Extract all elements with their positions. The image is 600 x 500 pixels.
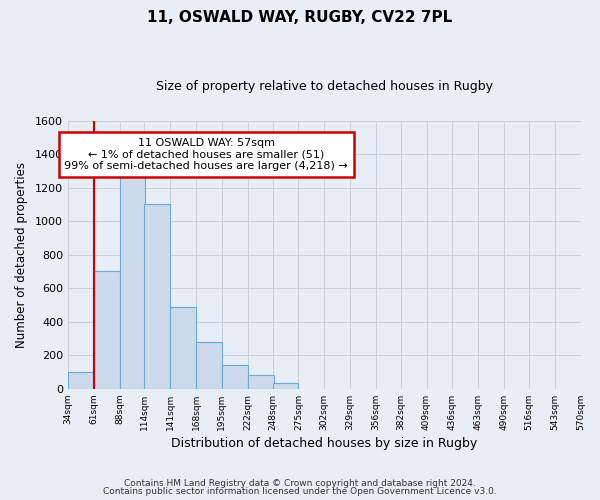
Bar <box>272 383 298 389</box>
Text: Contains public sector information licensed under the Open Government Licence v3: Contains public sector information licen… <box>103 487 497 496</box>
Bar <box>68 372 94 389</box>
X-axis label: Distribution of detached houses by size in Rugby: Distribution of detached houses by size … <box>171 437 478 450</box>
Bar <box>222 366 248 389</box>
Bar <box>145 204 170 389</box>
Bar <box>196 342 222 389</box>
Bar <box>94 272 119 389</box>
Y-axis label: Number of detached properties: Number of detached properties <box>15 162 28 348</box>
Bar <box>248 376 274 389</box>
Bar <box>119 166 145 389</box>
Text: Contains HM Land Registry data © Crown copyright and database right 2024.: Contains HM Land Registry data © Crown c… <box>124 478 476 488</box>
Bar <box>170 306 196 389</box>
Text: 11, OSWALD WAY, RUGBY, CV22 7PL: 11, OSWALD WAY, RUGBY, CV22 7PL <box>148 10 452 25</box>
Text: 11 OSWALD WAY: 57sqm
← 1% of detached houses are smaller (51)
99% of semi-detach: 11 OSWALD WAY: 57sqm ← 1% of detached ho… <box>64 138 348 171</box>
Title: Size of property relative to detached houses in Rugby: Size of property relative to detached ho… <box>156 80 493 93</box>
